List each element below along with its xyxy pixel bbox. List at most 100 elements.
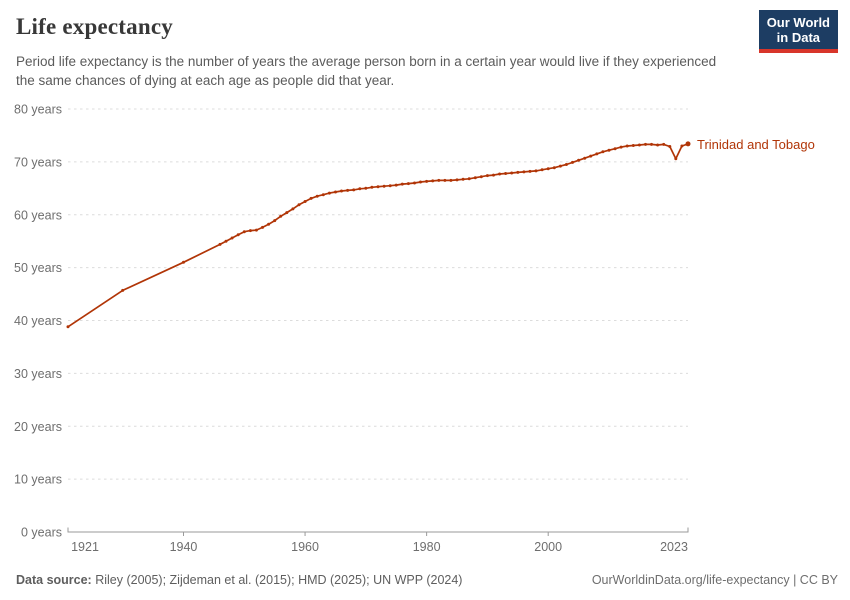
series-label-trinidad-and-tobago: Trinidad and Tobago xyxy=(697,137,815,152)
data-point xyxy=(479,175,483,179)
data-point xyxy=(279,214,283,218)
x-tick-label: 1960 xyxy=(291,540,319,554)
y-tick-label: 40 years xyxy=(14,314,62,328)
data-point xyxy=(571,160,574,164)
data-point xyxy=(534,169,538,173)
data-point xyxy=(358,187,362,191)
data-point xyxy=(425,179,429,183)
data-point xyxy=(564,163,568,166)
data-point xyxy=(437,178,441,182)
y-tick-label: 20 years xyxy=(14,420,62,434)
data-point xyxy=(364,186,368,190)
data-point xyxy=(510,171,514,175)
chart-subtitle: Period life expectancy is the number of … xyxy=(16,54,717,88)
data-point xyxy=(577,158,581,162)
data-point xyxy=(291,207,295,211)
data-point xyxy=(619,145,623,149)
data-point xyxy=(230,236,234,240)
data-point xyxy=(400,182,404,186)
data-point xyxy=(492,173,495,177)
data-point xyxy=(680,144,684,148)
data-point xyxy=(558,164,562,168)
y-tick-label: 10 years xyxy=(14,473,62,487)
data-point xyxy=(285,211,289,215)
data-point xyxy=(668,145,672,148)
data-point xyxy=(589,154,593,158)
data-point xyxy=(388,184,392,188)
data-point xyxy=(498,172,502,176)
page-title: Life expectancy xyxy=(16,14,173,39)
data-point xyxy=(467,177,471,181)
y-tick-label: 0 years xyxy=(21,526,62,540)
chart-footer: Data source: Riley (2005); Zijdeman et a… xyxy=(16,573,838,587)
data-point xyxy=(473,176,477,180)
x-tick-label: 2023 xyxy=(660,540,688,554)
data-point xyxy=(382,184,386,188)
data-point xyxy=(224,239,228,243)
owid-logo: Our World in Data xyxy=(758,10,838,53)
data-point xyxy=(394,183,398,187)
life-expectancy-line xyxy=(67,143,689,328)
y-tick-label: 70 years xyxy=(14,155,62,169)
data-point xyxy=(607,148,611,152)
owid-logo-line1: Our World xyxy=(766,15,830,30)
data-point xyxy=(431,179,435,183)
data-point xyxy=(273,219,277,223)
data-point xyxy=(540,168,544,172)
data-point xyxy=(121,288,125,292)
data-point xyxy=(656,143,660,147)
data-point xyxy=(504,172,508,175)
data-point xyxy=(352,188,356,192)
data-point xyxy=(601,150,605,154)
x-tick-label: 1940 xyxy=(170,540,198,554)
data-point xyxy=(261,225,264,229)
data-point xyxy=(370,185,374,189)
data-point xyxy=(546,167,550,171)
data-point xyxy=(449,178,453,182)
data-point xyxy=(182,260,185,264)
data-point xyxy=(631,144,635,147)
x-tick-label: 1980 xyxy=(413,540,441,554)
data-point xyxy=(321,193,325,197)
data-point xyxy=(516,170,520,174)
data-point xyxy=(413,181,416,185)
data-point xyxy=(406,182,410,186)
data-point xyxy=(303,200,307,203)
data-point xyxy=(242,230,246,234)
data-point xyxy=(552,166,556,170)
data-point xyxy=(650,142,653,146)
data-point xyxy=(267,222,271,226)
owid-url-link[interactable]: OurWorldinData.org/life-expectancy | CC … xyxy=(591,573,838,587)
data-point xyxy=(236,233,240,237)
data-point xyxy=(248,229,252,233)
x-axis-line xyxy=(67,527,689,533)
data-point xyxy=(443,178,447,182)
data-point xyxy=(644,142,647,146)
y-tick-label: 60 years xyxy=(14,208,62,222)
data-point xyxy=(376,185,380,189)
data-point xyxy=(637,143,641,147)
y-tick-label: 80 years xyxy=(14,103,62,117)
data-point xyxy=(254,228,258,232)
y-tick-label: 50 years xyxy=(14,261,62,275)
data-point xyxy=(685,141,691,147)
data-point xyxy=(327,191,331,195)
x-tick-label: 2000 xyxy=(534,540,562,554)
data-point xyxy=(66,325,70,329)
data-point xyxy=(522,170,526,174)
data-point xyxy=(315,194,319,198)
y-tick-label: 30 years xyxy=(14,367,62,381)
data-point xyxy=(419,180,422,184)
data-point xyxy=(346,188,350,192)
data-source-label: Data source: xyxy=(16,573,92,587)
data-point xyxy=(485,174,489,178)
data-point xyxy=(218,242,222,246)
owid-logo-line2: in Data xyxy=(776,30,821,45)
data-point xyxy=(297,203,301,207)
data-source-text: Riley (2005); Zijdeman et al. (2015); HM… xyxy=(91,573,463,587)
data-point xyxy=(625,144,629,148)
data-point xyxy=(595,152,599,156)
x-tick-label: 1921 xyxy=(71,540,99,554)
data-point xyxy=(309,196,313,200)
